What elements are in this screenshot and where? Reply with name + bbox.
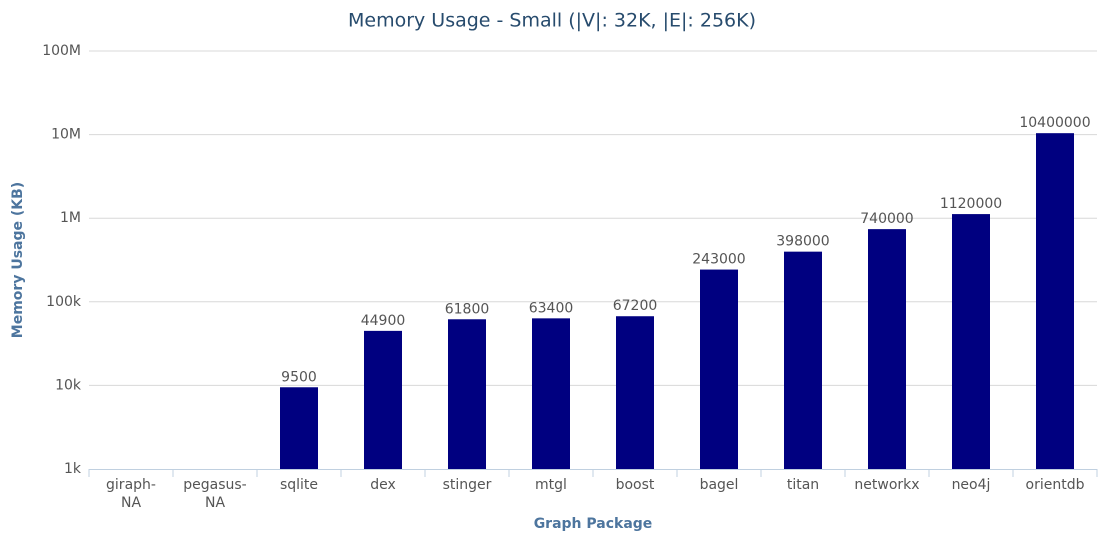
bar xyxy=(448,319,486,469)
x-tick-label: networkx xyxy=(854,477,919,493)
x-tick-label: giraph- NA xyxy=(106,477,156,511)
y-tick-label: 100M xyxy=(42,43,81,59)
x-tick-label: mtgl xyxy=(535,477,567,493)
chart-title: Memory Usage - Small (|V|: 32K, |E|: 256… xyxy=(348,10,756,32)
y-tick-label: 1k xyxy=(64,461,82,477)
bar xyxy=(616,316,654,469)
data-label: 67200 xyxy=(613,298,658,314)
x-tick-label-line: pegasus- xyxy=(183,477,246,493)
data-label: 740000 xyxy=(860,211,913,227)
y-tick-label: 100k xyxy=(46,294,82,310)
x-tick-label: sqlite xyxy=(280,477,318,493)
bar xyxy=(868,229,906,469)
data-label: 243000 xyxy=(692,252,745,268)
x-tick-label: neo4j xyxy=(952,477,991,493)
data-label: 10400000 xyxy=(1019,115,1090,131)
bar xyxy=(952,214,990,469)
y-axis-title: Memory Usage (KB) xyxy=(10,182,26,338)
data-label: 44900 xyxy=(361,313,406,329)
bar xyxy=(364,330,402,469)
data-label: 63400 xyxy=(529,300,574,316)
x-tick-label: bagel xyxy=(700,477,739,493)
x-tick-label-line: NA xyxy=(205,495,225,511)
x-tick-label: boost xyxy=(616,477,655,493)
bar xyxy=(280,387,318,469)
bar xyxy=(700,269,738,469)
y-tick-label: 1M xyxy=(60,210,81,226)
x-tick-label: stinger xyxy=(443,477,492,493)
x-tick-label: titan xyxy=(787,477,819,493)
data-label: 398000 xyxy=(776,234,829,250)
x-tick-label: pegasus- NA xyxy=(183,477,246,511)
bar xyxy=(532,318,570,469)
y-tick-label: 10k xyxy=(55,377,82,393)
data-label: 61800 xyxy=(445,301,490,317)
x-tick-label: orientdb xyxy=(1026,477,1085,493)
x-axis-title: Graph Package xyxy=(534,516,653,532)
x-tick-label-line: NA xyxy=(121,495,141,511)
bar xyxy=(784,251,822,469)
bar xyxy=(1036,133,1074,469)
data-label: 9500 xyxy=(281,369,317,385)
x-tick-label-line: giraph- xyxy=(106,477,156,493)
data-label: 1120000 xyxy=(940,196,1002,212)
y-tick-label: 10M xyxy=(51,127,81,143)
x-tick-label: dex xyxy=(370,477,396,493)
